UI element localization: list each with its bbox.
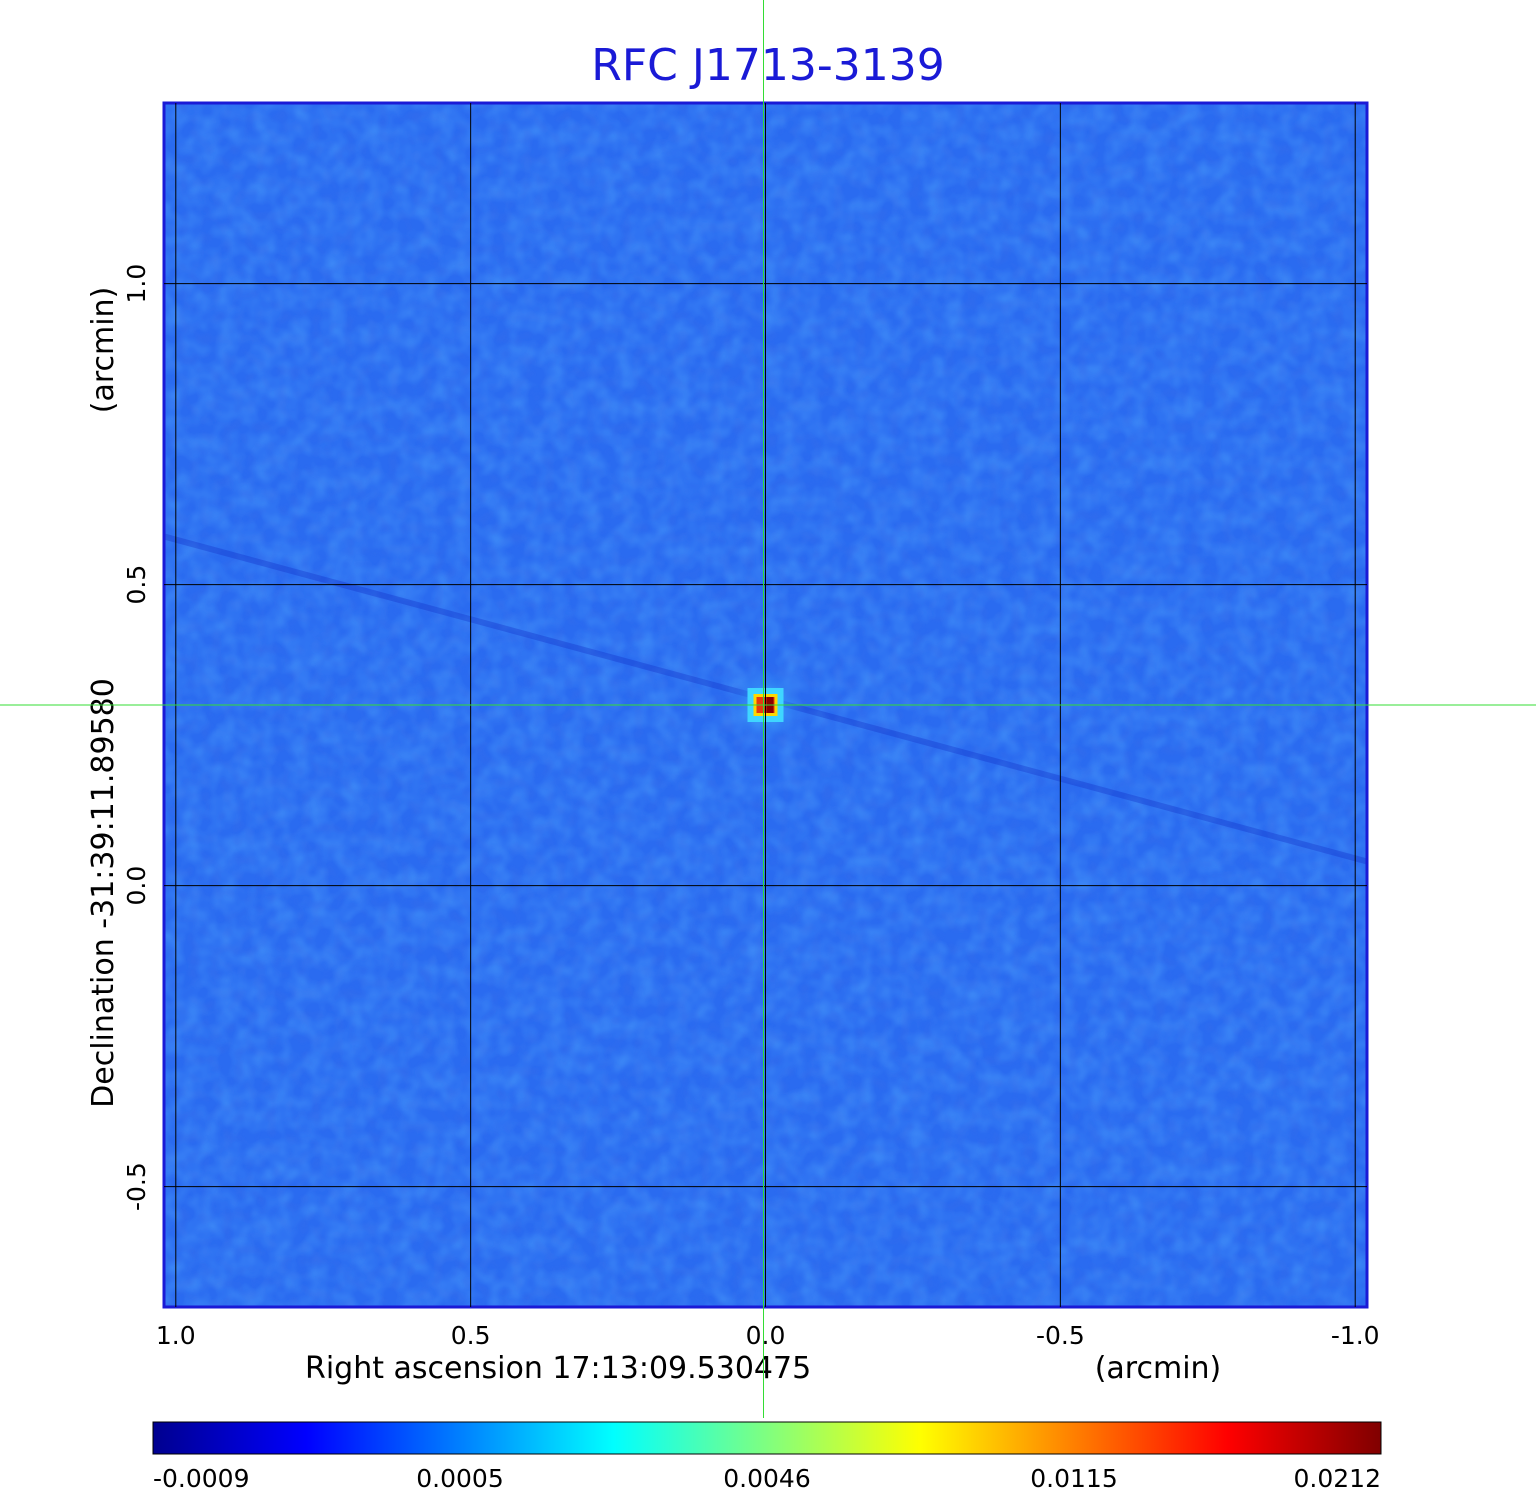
x-axis-unit: (arcmin) [1095, 1351, 1222, 1386]
x-axis-label: Right ascension 17:13:09.530475 [305, 1351, 811, 1386]
colorbar-tick-label: -0.0009 [153, 1464, 250, 1493]
x-tick-label: 0.0 [746, 1321, 786, 1350]
x-tick-label: 0.5 [451, 1321, 491, 1350]
y-tick-label: 0.5 [122, 565, 151, 605]
colorbar-tick-label: 0.0115 [1030, 1464, 1117, 1493]
x-tick-label: 1.0 [156, 1321, 196, 1350]
colorbar-tick-label: 0.0046 [723, 1464, 810, 1493]
colorbar [152, 1421, 1382, 1455]
y-axis-label: Declination -31:39:11.89580 [86, 678, 121, 1108]
colorbar-tick-label: 0.0005 [416, 1464, 503, 1493]
y-tick-label: 1.0 [122, 264, 151, 304]
x-tick-label: -0.5 [1036, 1321, 1085, 1350]
y-tick-label: -0.5 [122, 1162, 151, 1211]
x-tick-label: -1.0 [1331, 1321, 1380, 1350]
y-tick-label: 0.0 [122, 866, 151, 906]
colorbar-tick-label: 0.0212 [1294, 1464, 1381, 1493]
y-axis-unit: (arcmin) [86, 287, 121, 414]
chart-title: RFC J1713-3139 [591, 40, 945, 91]
